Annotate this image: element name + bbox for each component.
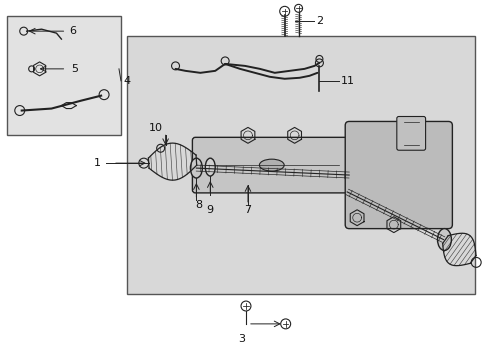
Text: 3: 3 bbox=[238, 334, 244, 344]
Text: 11: 11 bbox=[341, 76, 354, 86]
Bar bbox=[7, 16, 121, 135]
Ellipse shape bbox=[205, 158, 215, 176]
FancyBboxPatch shape bbox=[345, 121, 451, 229]
FancyBboxPatch shape bbox=[192, 137, 351, 193]
Text: 1: 1 bbox=[94, 158, 101, 168]
Text: 8: 8 bbox=[194, 200, 202, 210]
Ellipse shape bbox=[190, 158, 202, 178]
Text: 9: 9 bbox=[206, 205, 213, 215]
FancyBboxPatch shape bbox=[396, 117, 425, 150]
Text: 6: 6 bbox=[69, 26, 76, 36]
Text: 7: 7 bbox=[244, 205, 251, 215]
Bar bbox=[127, 36, 474, 294]
Text: 4: 4 bbox=[122, 76, 130, 86]
Ellipse shape bbox=[437, 229, 450, 251]
Text: 2: 2 bbox=[316, 16, 323, 26]
Text: 10: 10 bbox=[148, 123, 163, 134]
Ellipse shape bbox=[259, 159, 284, 171]
Text: 5: 5 bbox=[71, 64, 78, 74]
